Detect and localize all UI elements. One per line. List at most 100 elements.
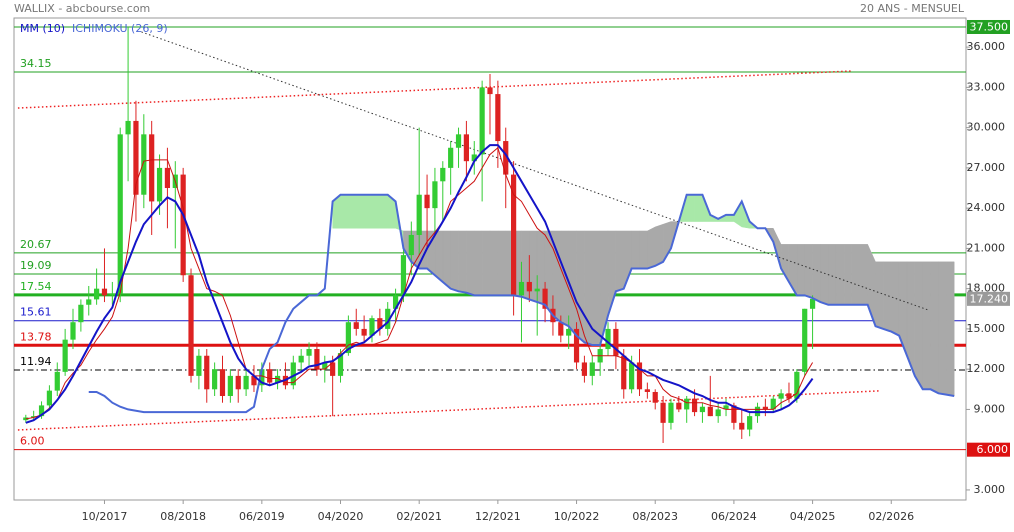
chart-period: 20 ANS - MENSUEL — [860, 2, 965, 15]
x-tick-label: 06/2019 — [239, 510, 285, 523]
candle-body — [699, 406, 706, 413]
x-tick-label: 02/2021 — [396, 510, 442, 523]
candle-body — [196, 355, 202, 376]
candle-body — [621, 355, 627, 390]
cloud-segment — [592, 230, 601, 346]
cloud-segment — [631, 230, 640, 269]
cloud-segment — [474, 230, 483, 296]
candle-body — [416, 194, 422, 235]
y-tick-label: 3.000 — [974, 483, 1006, 496]
trend-line — [17, 70, 852, 109]
candle-body — [337, 353, 344, 376]
level-tag-box — [967, 19, 1010, 34]
candle-body — [511, 174, 517, 296]
candle-body — [581, 362, 588, 376]
y-tick-label: 33.000 — [967, 80, 1006, 93]
candle-body — [330, 362, 336, 376]
level-label: 13.78 — [20, 330, 52, 343]
candle-body — [676, 402, 682, 410]
cloud-segment — [340, 194, 349, 229]
candle-body — [739, 422, 745, 430]
cloud-segment — [914, 261, 923, 391]
x-tick-label: 08/2018 — [160, 510, 206, 523]
x-tick-label: 06/2024 — [711, 510, 757, 523]
cloud-segment — [812, 244, 821, 303]
candle-body — [361, 328, 367, 336]
cloud-segment — [883, 261, 892, 332]
candle-body — [101, 288, 108, 296]
candle-body — [503, 141, 509, 175]
level-tag-box — [967, 442, 1010, 457]
candle-body — [440, 167, 446, 182]
candle-body — [109, 294, 115, 296]
candle-body — [652, 391, 658, 403]
cloud-segment — [891, 261, 900, 337]
level-label: 20.67 — [20, 238, 52, 251]
candle-body — [70, 322, 76, 340]
cloud-segment — [379, 194, 388, 229]
cloud-segment — [851, 244, 861, 306]
candle-body — [212, 369, 218, 390]
candle-body — [400, 255, 407, 296]
cloud-segment — [647, 226, 656, 269]
candle-body — [534, 288, 540, 292]
cloud-segment — [639, 230, 648, 269]
candle-body — [794, 371, 800, 399]
cloud-segment — [466, 230, 475, 296]
candle-body — [314, 349, 320, 370]
last-price-box — [967, 291, 1010, 306]
cloud-segment — [946, 261, 955, 397]
candle-body — [605, 328, 611, 350]
cloud-segment — [843, 244, 853, 306]
y-tick-label: 15.000 — [967, 322, 1006, 335]
y-tick-label: 24.000 — [967, 201, 1006, 214]
chart-title: WALLIX - abcbourse.com — [14, 2, 150, 15]
candle-body — [715, 409, 721, 417]
legend-entry: MM (10) — [20, 22, 65, 35]
candle-body — [322, 362, 328, 370]
x-tick-label: 10/2017 — [82, 510, 128, 523]
lines-layer — [25, 144, 955, 424]
candle-body — [408, 234, 414, 256]
cloud-segment — [930, 261, 939, 394]
candle-body — [723, 405, 729, 410]
candle-body — [219, 369, 226, 397]
candle-body — [424, 194, 430, 209]
candle-body — [298, 355, 304, 363]
cloud-segment — [371, 194, 381, 229]
candle-body — [117, 134, 123, 295]
cloud-segment — [828, 244, 837, 306]
level-label: 11.94 — [20, 355, 52, 368]
candle-body — [345, 322, 351, 354]
candle-body — [385, 308, 391, 329]
candle-body — [46, 390, 53, 406]
cloud-segment — [898, 261, 908, 356]
cloud-segment — [694, 194, 703, 222]
candle-body — [471, 154, 477, 162]
cloud-segment — [938, 261, 947, 395]
candle-body — [227, 375, 233, 397]
candle-body — [809, 298, 816, 309]
candle-body — [432, 181, 438, 209]
y-tick-label: 12.000 — [967, 362, 1006, 375]
cloud-segment — [922, 261, 931, 390]
y-tick-label: 30.000 — [967, 121, 1006, 134]
cloud-segment — [489, 230, 499, 296]
cloud-segment — [576, 230, 585, 343]
cloud-segment — [458, 230, 467, 293]
candle-body — [526, 281, 532, 292]
cloud-segment — [835, 244, 845, 306]
level-tag: 6.000 — [977, 443, 1009, 456]
cloud-segment — [804, 244, 813, 299]
candle-body — [274, 375, 281, 383]
ichimoku-line — [25, 146, 814, 420]
cloud-segment — [820, 244, 829, 306]
candle-body — [235, 375, 241, 390]
cloud-segment — [481, 230, 491, 296]
candle-body — [290, 362, 296, 386]
y-tick-label: 27.000 — [967, 161, 1006, 174]
cloud-segment — [442, 230, 451, 290]
candle-body — [133, 120, 139, 195]
